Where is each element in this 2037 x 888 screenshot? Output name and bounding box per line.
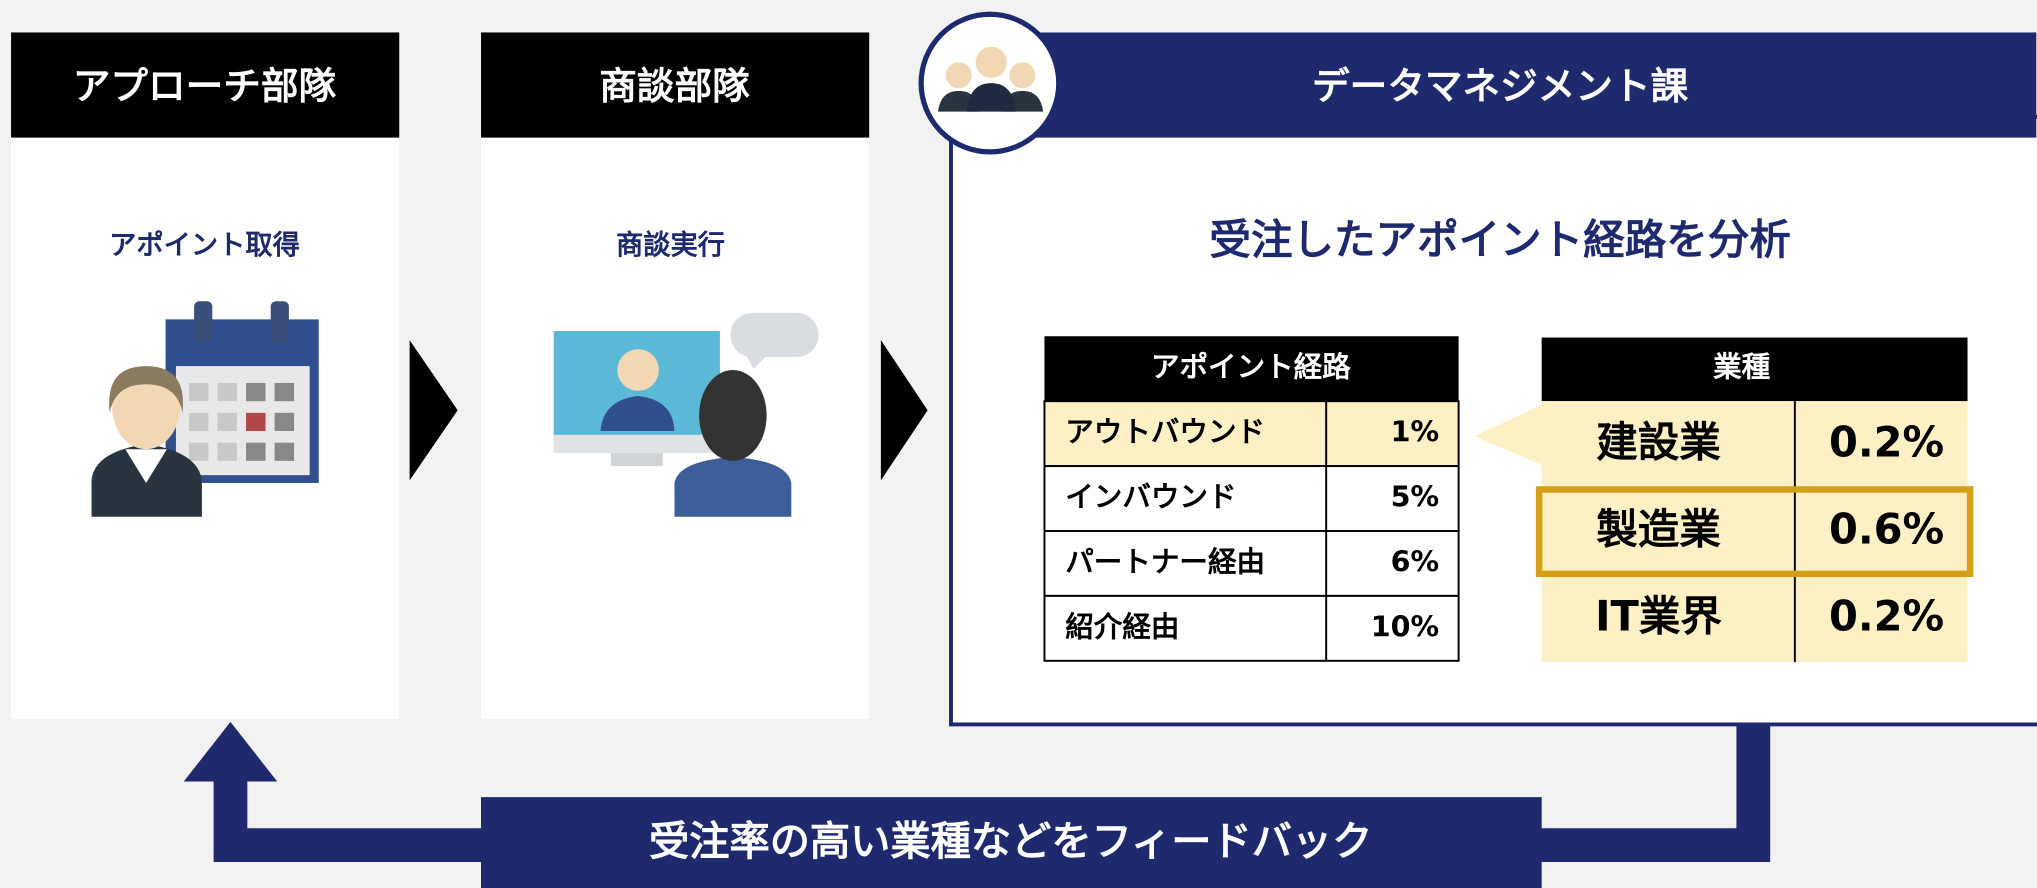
industry-name: IT業界	[1595, 591, 1722, 640]
route-rate: 5%	[1391, 480, 1439, 514]
flow-arrow	[880, 340, 928, 481]
table-row	[1541, 401, 1968, 489]
feedback-text: 受注率の高い業種などをフィードバック	[649, 819, 1372, 865]
table-row	[1043, 594, 1460, 662]
route-rate: 10%	[1371, 609, 1439, 643]
table-row	[1541, 575, 1968, 663]
arrow-head	[183, 721, 278, 782]
team-icon	[918, 11, 1062, 155]
route-name: 紹介経由	[1065, 609, 1179, 643]
industry-rate: 0.6%	[1829, 504, 1944, 553]
table-row	[1541, 488, 1968, 576]
panel-caption: 商談実行	[616, 229, 725, 261]
panel-title: アプローチ部隊	[73, 64, 337, 108]
highlight-box	[1535, 486, 1974, 578]
panel-header	[481, 32, 870, 138]
route-table: アポイント経路 アウトバウンド 1% インバウンド 5% パートナー経由 6% 紹介経由 10…	[1043, 336, 1460, 662]
route-name: パートナー経由	[1065, 544, 1265, 578]
analysis-title: データマネジメント課	[1312, 64, 1689, 108]
table-row	[1043, 465, 1460, 532]
route-rate: 1%	[1391, 415, 1439, 449]
industry-table: 業種 建設業 0.2% 製造業 0.6% IT業界 0.2%	[1474, 337, 1974, 663]
table-header: 業種	[1713, 350, 1771, 384]
industry-name: 製造業	[1596, 504, 1721, 553]
industry-rate: 0.2%	[1829, 417, 1944, 466]
route-name: アウトバウンド	[1065, 415, 1265, 449]
operator-icon	[91, 301, 319, 517]
route-rate: 6%	[1391, 544, 1439, 578]
industry-name: 建設業	[1596, 417, 1721, 466]
industry-rate: 0.2%	[1829, 591, 1944, 640]
flow-arrow	[409, 340, 458, 481]
panel-caption: アポイント取得	[109, 230, 300, 261]
route-name: インバウンド	[1065, 480, 1236, 514]
table-header: アポイント経路	[1151, 350, 1351, 384]
feedback-band	[481, 797, 1542, 888]
panel-title: 商談部隊	[599, 64, 750, 108]
analysis-header	[987, 32, 2037, 138]
analysis-heading: 受注したアポイント経路を分析	[1209, 215, 1790, 264]
meeting-icon	[553, 312, 819, 517]
panel-header	[11, 32, 400, 138]
table-row	[1043, 400, 1460, 468]
